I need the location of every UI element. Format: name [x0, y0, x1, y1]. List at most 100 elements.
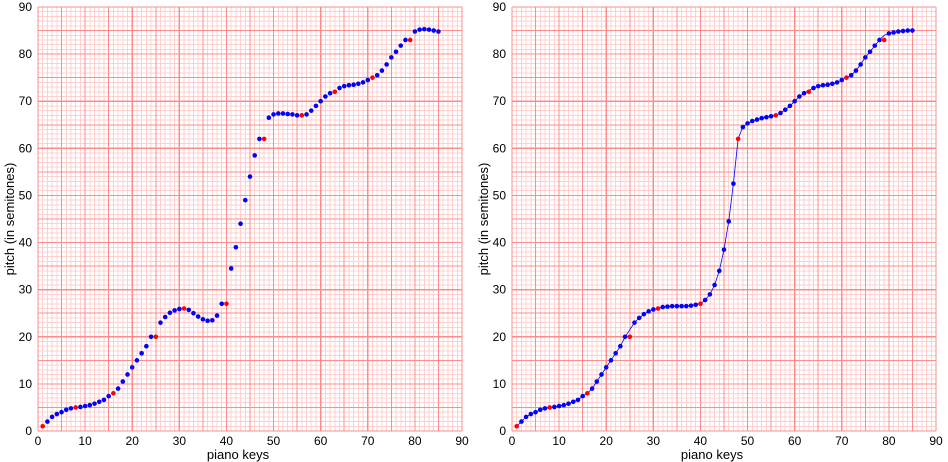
red-data-point: [224, 301, 229, 307]
blue-data-point: [210, 317, 215, 323]
x-tick-label: 90: [929, 434, 943, 448]
left-chart: 0 10 20 30 40 50 60 70 80 90 0 10 20 30 40 50 60 70 80 90 pi…: [2, 0, 469, 462]
blue-data-point: [257, 136, 262, 142]
blue-data-point: [158, 320, 163, 325]
blue-data-point: [618, 343, 623, 349]
x-tick-label: 70: [361, 434, 375, 448]
blue-data-point: [422, 26, 427, 32]
blue-data-point: [162, 314, 168, 320]
blue-data-point: [115, 386, 121, 391]
blue-data-point: [379, 68, 385, 73]
red-data-point: [261, 136, 267, 142]
y-tick-label: 10: [493, 377, 507, 391]
blue-data-point: [177, 306, 182, 312]
red-data-point: [153, 334, 159, 340]
blue-data-point: [745, 121, 750, 126]
red-data-point: [370, 75, 375, 80]
red-data-point: [655, 306, 661, 311]
blue-data-point: [665, 304, 670, 309]
blue-data-point: [636, 315, 642, 321]
blue-data-point: [533, 409, 538, 415]
blue-data-point: [891, 30, 896, 35]
red-data-point: [698, 301, 703, 307]
major-gridlines: [37, 6, 463, 432]
blue-data-point: [787, 103, 793, 109]
y-tick-label: 20: [493, 330, 507, 344]
blue-data-point: [327, 90, 333, 96]
blue-data-point: [693, 302, 699, 308]
y-tick-label: 90: [19, 0, 33, 14]
blue-data-point: [360, 80, 366, 85]
blue-data-point: [214, 313, 220, 318]
red-data-point: [735, 136, 741, 142]
blue-data-point: [603, 365, 609, 370]
blue-data-point: [412, 29, 418, 34]
blue-data-point: [323, 94, 328, 99]
blue-data-point: [356, 81, 361, 87]
blue-data-point: [45, 419, 50, 424]
y-tick-label: 50: [19, 188, 33, 202]
blue-data-point: [523, 414, 529, 420]
blue-data-point: [304, 112, 309, 117]
blue-data-point: [195, 314, 201, 319]
blue-data-point: [684, 303, 689, 309]
data-points: [40, 26, 441, 429]
blue-data-point: [589, 386, 595, 391]
red-data-point: [111, 391, 116, 396]
red-data-point: [40, 423, 46, 429]
blue-data-point: [820, 82, 826, 88]
blue-data-point: [431, 28, 437, 33]
blue-data-point: [318, 98, 323, 104]
major-gridlines: [511, 6, 937, 432]
blue-data-point: [167, 310, 173, 316]
blue-data-point: [716, 268, 722, 274]
blue-data-point: [275, 111, 281, 116]
blue-data-point: [759, 115, 764, 121]
blue-data-point: [830, 81, 835, 87]
y-tick-label: 40: [19, 236, 33, 250]
blue-data-point: [641, 311, 647, 317]
x-tick-label: 40: [220, 434, 234, 448]
red-data-point: [407, 37, 413, 43]
blue-data-point: [398, 43, 404, 48]
blue-data-point: [54, 411, 60, 417]
blue-data-point: [839, 77, 845, 83]
y-tick-label: 30: [19, 283, 33, 297]
y-tick-label: 20: [19, 330, 33, 344]
blue-data-point: [900, 28, 906, 34]
blue-data-point: [266, 115, 272, 121]
blue-data-point: [580, 393, 585, 399]
blue-data-point: [561, 402, 567, 408]
red-data-point: [73, 405, 78, 410]
blue-data-point: [570, 399, 576, 405]
x-axis-label: piano keys: [207, 447, 270, 462]
blue-data-point: [877, 37, 882, 43]
blue-data-point: [87, 402, 93, 408]
blue-data-point: [825, 82, 830, 88]
blue-data-point: [797, 94, 802, 99]
blue-data-point: [68, 406, 74, 411]
blue-data-point: [82, 403, 88, 409]
y-tick-label: 50: [493, 188, 507, 202]
blue-data-point: [242, 197, 248, 203]
blue-data-point: [365, 77, 371, 83]
blue-data-point: [393, 49, 399, 55]
x-tick-label: 80: [882, 434, 896, 448]
blue-data-point: [59, 409, 64, 415]
blue-data-point: [63, 407, 69, 413]
blue-data-point: [528, 411, 534, 417]
blue-data-point: [910, 28, 915, 33]
red-data-point: [585, 391, 590, 396]
blue-data-point: [205, 318, 210, 324]
x-tick-label: 30: [173, 434, 187, 448]
blue-data-point: [403, 37, 408, 43]
blue-data-point: [608, 358, 614, 363]
blue-data-point: [290, 112, 295, 117]
blue-data-point: [688, 303, 694, 308]
blue-data-point: [660, 304, 666, 310]
y-tick-label: 30: [493, 283, 507, 297]
x-tick-label: 0: [35, 434, 42, 448]
blue-data-point: [191, 310, 196, 316]
blue-data-point: [552, 404, 557, 410]
blue-data-point: [120, 379, 126, 384]
